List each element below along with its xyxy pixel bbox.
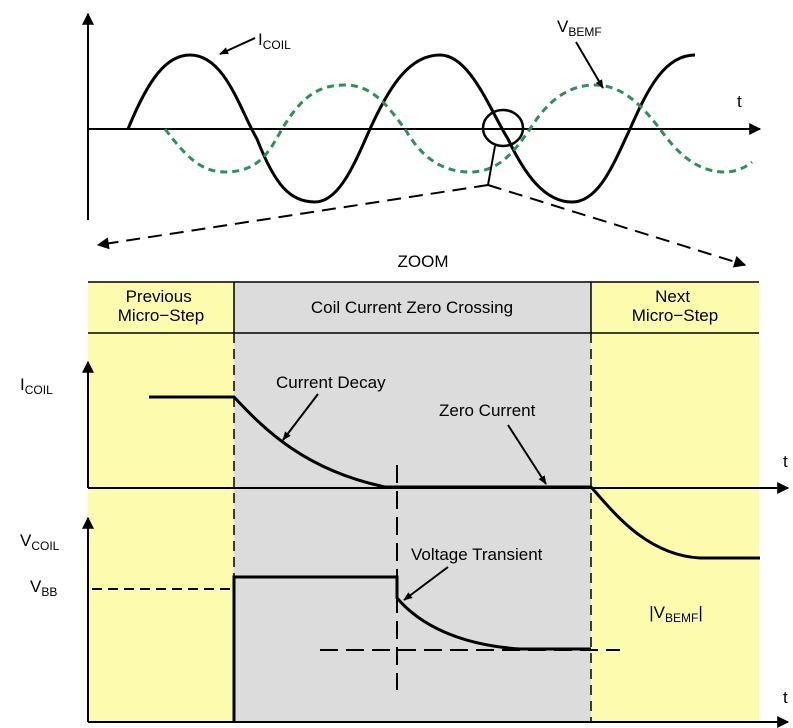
current-plot: ICOIL t Current Decay Zero Current [20, 360, 790, 560]
vbb-label: VBB [30, 577, 57, 599]
zero-crossing-title: Coil Current Zero Crossing [311, 298, 513, 317]
zoom-label: ZOOM [398, 252, 449, 271]
bemf-label: VBEMF [557, 17, 602, 39]
voltage-transient-annotation: Voltage Transient [411, 545, 543, 564]
next-microstep-region [591, 282, 759, 722]
previous-microstep-title: Previous Micro−Step [118, 287, 204, 325]
bemf-pointer [575, 41, 604, 89]
zero-crossing-region [234, 282, 591, 722]
bemf-wave [163, 83, 753, 174]
bemf-abs-label: |VBEMF| [649, 603, 703, 625]
current-t-label: t [783, 452, 788, 471]
previous-microstep-region [88, 282, 234, 722]
current-y-label: ICOIL [20, 375, 53, 397]
coil-current-wave [126, 53, 696, 204]
zero-current-pointer [507, 424, 547, 485]
voltage-transient-pointer [403, 566, 449, 601]
current-decay-annotation: Current Decay [276, 373, 386, 392]
coil-current-pointer [219, 37, 256, 55]
coil-current-trace [149, 395, 760, 560]
voltage-t-label: t [783, 688, 788, 707]
voltage-y-label: VCOIL [20, 531, 60, 553]
coil-voltage-trace [232, 575, 591, 722]
zoom-connector-right [487, 184, 747, 268]
next-microstep-title: Next Micro−Step [632, 287, 718, 325]
zoom-regions: Previous Micro−Step Coil Current Zero Cr… [88, 281, 759, 722]
coil-current-label: ICOIL [258, 30, 291, 52]
current-decay-pointer [282, 393, 319, 441]
top-plot: ICOIL VBEMF t [82, 12, 762, 268]
voltage-plot: VCOIL VBB t Voltage Transient |VBEMF| [20, 465, 790, 728]
top-t-label: t [737, 92, 742, 111]
zero-current-annotation: Zero Current [439, 401, 536, 420]
zoom-connector-stem [487, 145, 496, 186]
zoom-circle-marker [481, 108, 525, 148]
zoom-connector-left [96, 184, 489, 250]
